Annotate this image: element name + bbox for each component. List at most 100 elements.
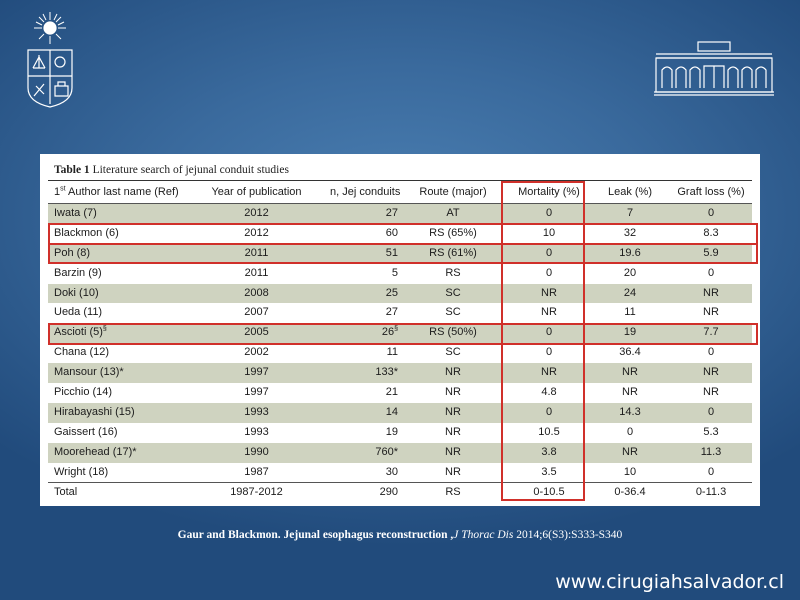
cell-year: 2008: [244, 286, 269, 299]
table-row: Barzin (9) 2011 5 RS 0 20 0: [48, 264, 752, 284]
cell-n: 19: [385, 425, 398, 438]
table-row: Doki (10) 2008 25 SC NR 24 NR: [48, 283, 752, 304]
cell-route: NR: [445, 445, 461, 458]
cell-n: 14: [385, 405, 398, 418]
table-caption: Table 1 Literature search of jejunal con…: [54, 161, 289, 179]
cell-year: 2011: [244, 266, 269, 279]
table-header-row: 1st Author last name (Ref) Year of publi…: [48, 182, 752, 204]
cell-mortality: 0: [545, 266, 553, 279]
cell-mortality: 0: [545, 326, 553, 339]
cell-author: Iwata (7): [54, 207, 97, 219]
cell-leak: 36.4: [619, 346, 641, 359]
total-route: RS: [445, 486, 461, 499]
total-leak: 0-36.4: [614, 486, 646, 499]
table-row: Hirabayashi (15) 1993 14 NR 0 14.3 0: [48, 402, 752, 423]
cell-route: RS (50%): [429, 326, 477, 339]
total-author: Total: [54, 486, 78, 499]
cell-route: RS: [445, 266, 461, 279]
cell-leak: 11: [624, 306, 636, 319]
cell-graft-loss: NR: [703, 386, 719, 399]
cell-author: Barzin (9): [54, 266, 102, 279]
cell-graft-loss: NR: [703, 366, 719, 379]
cell-graft-loss: 0: [707, 346, 715, 359]
table-caption-label: Table 1: [54, 164, 90, 176]
cell-leak: NR: [622, 386, 638, 399]
cell-n: 760*: [375, 445, 398, 458]
cell-n: 25: [385, 286, 398, 299]
cell-graft-loss: 0: [707, 465, 715, 478]
total-year: 1987-2012: [230, 486, 283, 499]
cell-author: Doki (10): [54, 286, 99, 299]
cell-mortality: 0: [545, 207, 553, 219]
cell-leak: 20: [623, 266, 637, 279]
citation: Gaur and Blackmon. Jejunal esophagus rec…: [0, 529, 800, 541]
cell-leak: 0: [626, 425, 634, 438]
cell-author: Gaissert (16): [54, 425, 118, 438]
hospital-building-icon: [654, 41, 774, 96]
cell-year: 2011: [244, 246, 269, 259]
table-row: Wright (18) 1987 30 NR 3.5 10 0: [48, 463, 752, 483]
table-row: Iwata (7) 2012 27 AT 0 7 0: [48, 204, 752, 224]
cell-year: 1993: [244, 405, 269, 418]
cell-author: Ascioti (5)§: [54, 325, 107, 339]
cell-author: Blackmon (6): [54, 226, 119, 239]
cell-year: 2012: [244, 226, 269, 239]
cell-mortality: NR: [541, 286, 557, 299]
cell-author: Picchio (14): [54, 386, 113, 399]
cell-author: Poh (8): [54, 246, 91, 259]
cell-author: Chana (12): [54, 346, 110, 359]
cell-leak: 32: [623, 226, 637, 239]
cell-leak: 24: [623, 286, 637, 299]
cell-route: NR: [445, 465, 461, 478]
cell-leak: 14.3: [619, 405, 641, 418]
table-row: Ascioti (5)§ 2005 26§ RS (50%) 0 19 7.7: [48, 323, 752, 344]
cell-year: 2012: [244, 207, 269, 219]
citation-ref: 2014;6(S3):S333-S340: [513, 529, 623, 541]
literature-table-panel: Table 1 Literature search of jejunal con…: [40, 154, 760, 506]
table-row: Chana (12) 2002 11 SC 0 36.4 0: [48, 343, 752, 363]
cell-year: 1993: [244, 425, 269, 438]
cell-route: NR: [445, 366, 461, 379]
table-caption-text: Literature search of jejunal conduit stu…: [89, 164, 289, 176]
cell-year: 1997: [244, 366, 269, 379]
cell-year: 1997: [244, 386, 269, 399]
cell-mortality: 0: [545, 405, 553, 418]
cell-mortality: 3.8: [541, 445, 557, 458]
header-n-conduits: n, Jej conduits: [330, 186, 401, 198]
cell-leak: 7: [626, 207, 634, 219]
cell-graft-loss: 8.3: [703, 226, 719, 239]
cell-route: SC: [445, 286, 461, 299]
cell-graft-loss: 11.3: [700, 445, 722, 458]
cell-mortality: 10.5: [538, 425, 560, 438]
table-row: Ueda (11) 2007 27 SC NR 11 NR: [48, 303, 752, 323]
cell-route: RS (65%): [429, 226, 477, 239]
cell-route: AT: [446, 207, 460, 219]
university-seal-icon: [27, 12, 73, 108]
cell-route: SC: [445, 306, 461, 319]
cell-mortality: 0: [545, 246, 553, 259]
header-year: Year of publication: [211, 186, 302, 198]
cell-year: 2002: [244, 346, 269, 359]
literature-table: 1st Author last name (Ref) Year of publi…: [48, 182, 752, 503]
cell-leak: 19.6: [619, 246, 641, 259]
cell-n: 5: [391, 266, 398, 279]
header-graft-loss: Graft loss (%): [677, 186, 745, 198]
table-row: Blackmon (6) 2012 60 RS (65%) 10 32 8.3: [48, 224, 752, 244]
table-row: Gaissert (16) 1993 19 NR 10.5 0 5.3: [48, 423, 752, 443]
cell-author: Hirabayashi (15): [54, 405, 135, 418]
cell-mortality: 4.8: [541, 386, 557, 399]
table-top-rule: [48, 180, 752, 181]
header-author: 1st Author last name (Ref): [54, 185, 179, 198]
cell-author: Mansour (13)*: [54, 366, 124, 379]
cell-leak: 19: [623, 326, 637, 339]
total-n: 290: [379, 486, 398, 499]
cell-n: 26§: [381, 325, 398, 339]
cell-route: RS (61%): [429, 246, 477, 259]
cell-graft-loss: 0: [707, 266, 715, 279]
header-mortality: Mortality (%): [518, 186, 580, 198]
cell-graft-loss: 5.9: [703, 246, 719, 259]
table-row: Poh (8) 2011 51 RS (61%) 0 19.6 5.9: [48, 243, 752, 264]
cell-author: Moorehead (17)*: [54, 445, 137, 458]
cell-year: 1987: [244, 465, 269, 478]
header-leak: Leak (%): [607, 186, 653, 198]
